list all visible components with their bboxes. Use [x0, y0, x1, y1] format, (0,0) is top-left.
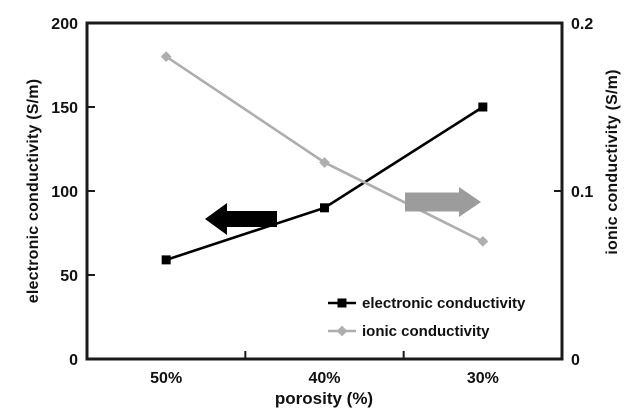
left-axis-tick-label: 50 [60, 268, 78, 285]
right-axis-tick-label: 0 [571, 352, 580, 369]
legend-label-ionic: ionic conductivity [362, 323, 490, 340]
right-axis-tick-label: 0.1 [571, 184, 593, 201]
electronic-trend-arrow [205, 203, 277, 235]
legend-marker-diamond [336, 325, 348, 337]
data-point-marker [161, 255, 171, 265]
data-point-marker [319, 157, 330, 168]
left-axis-title: electronic conductivity (S/m) [25, 79, 42, 304]
data-point-marker [478, 102, 488, 112]
right-axis-title: ionic conductivity (S/m) [604, 69, 621, 254]
x-axis-tick-label: 30% [467, 370, 499, 387]
data-point-marker [320, 203, 329, 213]
trend-arrows [205, 187, 481, 235]
left-axis-tick-label: 0 [69, 352, 78, 369]
axis-ticks [87, 106, 562, 359]
x-axis-tick-label: 50% [150, 370, 182, 387]
left-axis-tick-label: 200 [51, 16, 78, 33]
data-series [160, 51, 489, 265]
right-axis-tick-label: 0.2 [571, 16, 593, 33]
legend-label-electronic: electronic conductivity [362, 295, 526, 312]
legend-markers [328, 298, 356, 337]
ionic-trend-arrow [405, 187, 481, 217]
x-axis-tick-label: 40% [308, 370, 340, 387]
x-axis-title: porosity (%) [275, 389, 373, 408]
data-point-marker [477, 236, 489, 247]
series-line [165, 105, 484, 262]
axis-tick-labels: 0 50 100 150 200 0 0.1 0.2 50% 40% 30% [51, 16, 593, 387]
series-electronic [161, 102, 488, 265]
left-axis-tick-label: 150 [51, 100, 78, 117]
left-axis-tick-label: 100 [51, 184, 78, 201]
legend-marker-square [337, 298, 347, 308]
series-ionic [160, 51, 489, 247]
